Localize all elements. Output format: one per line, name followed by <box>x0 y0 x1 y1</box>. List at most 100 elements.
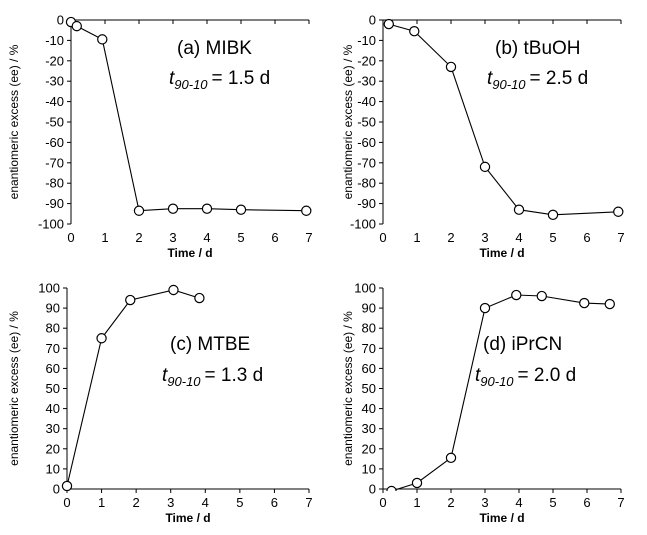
y-tick-label: 80 <box>46 321 60 336</box>
y-tick-label: 40 <box>362 401 376 416</box>
t-value: = 1.5 d <box>212 68 271 89</box>
x-tick-label: 0 <box>379 230 386 245</box>
t-value: = 1.3 d <box>205 365 264 386</box>
x-tick-label: 1 <box>101 230 108 245</box>
x-tick-label: 1 <box>413 230 420 245</box>
data-point <box>511 289 522 301</box>
y-tick-label: 0 <box>53 482 60 497</box>
y-tick-label: -80 <box>357 176 376 191</box>
t90-annotation: t90-10 = 2.5 d <box>487 68 588 92</box>
x-tick-label: 2 <box>135 230 142 245</box>
y-axis-title: enantiomeric excess (ee) / % <box>341 44 355 199</box>
y-tick-label: 70 <box>362 341 376 356</box>
y-tick-label: 40 <box>46 401 60 416</box>
data-point <box>383 18 394 30</box>
x-tick-label: 7 <box>305 495 312 510</box>
y-tick-label: -80 <box>45 176 64 191</box>
x-tick-label: 6 <box>271 230 278 245</box>
x-tick-label: 6 <box>583 230 590 245</box>
y-tick-label: 0 <box>369 482 376 497</box>
x-tick-label: 6 <box>583 495 590 510</box>
y-tick-label: -90 <box>45 196 64 211</box>
x-axis-title: Time / d <box>167 246 212 260</box>
y-tick-label: 10 <box>46 461 60 476</box>
t-value: = 2.0 d <box>518 365 577 386</box>
t-subscript: 90-10 <box>167 374 201 389</box>
data-point <box>536 290 547 302</box>
t-subscript: 90-10 <box>492 77 526 92</box>
y-tick-label: 90 <box>46 301 60 316</box>
y-tick-label: -60 <box>357 135 376 150</box>
t-subscript: 90-10 <box>480 374 514 389</box>
y-tick-label: 50 <box>362 381 376 396</box>
x-tick-label: 6 <box>271 495 278 510</box>
data-point <box>61 480 73 491</box>
data-point <box>513 204 525 215</box>
y-tick-label: -70 <box>357 155 376 170</box>
x-tick-label: 5 <box>237 230 244 245</box>
panel-label: (a) MIBK <box>177 38 252 59</box>
data-point <box>201 203 213 214</box>
x-tick-label: 5 <box>236 495 243 510</box>
x-tick-label: 4 <box>202 495 209 510</box>
t-subscript: 90-10 <box>174 77 208 92</box>
data-point <box>386 485 397 491</box>
y-axis-title: enantiomeric excess (ee) / % <box>7 311 21 466</box>
x-tick-label: 7 <box>305 230 312 245</box>
data-point <box>235 204 247 215</box>
x-tick-label: 2 <box>447 495 454 510</box>
data-point <box>168 284 179 296</box>
y-tick-label: 0 <box>369 13 376 28</box>
panel-label: (c) MTBE <box>170 334 250 355</box>
panel-label: (b) tBuOH <box>495 38 581 59</box>
y-tick-label: -20 <box>357 53 376 68</box>
y-tick-label: -20 <box>45 53 64 68</box>
data-point <box>445 452 457 464</box>
data-point <box>125 294 136 306</box>
t-value: = 2.5 d <box>530 68 589 89</box>
x-tick-label: 2 <box>447 230 454 245</box>
t90-annotation: t90-10 = 1.3 d <box>162 365 263 389</box>
data-point <box>409 26 420 37</box>
data-point <box>97 34 108 45</box>
y-tick-label: 70 <box>46 341 60 356</box>
panel-3: 0 10 20 30 40 50 60 70 80 90 100 0 1 2 3 4 5 6 7 Time / d en… <box>7 281 313 526</box>
y-tick-label: 80 <box>362 321 376 336</box>
series-line <box>391 294 610 491</box>
data-point <box>547 209 559 221</box>
x-tick-label: 0 <box>379 495 386 510</box>
x-tick-label: 0 <box>63 495 70 510</box>
t90-annotation: t90-10 = 2.0 d <box>475 365 576 389</box>
x-tick-label: 3 <box>481 495 488 510</box>
y-tick-label: -30 <box>357 74 376 89</box>
y-tick-label: -100 <box>350 217 376 232</box>
y-tick-label: 0 <box>57 13 64 28</box>
panel-4: 0 10 20 30 40 50 60 70 80 90 100 0 1 2 3 4 5 6 7 Time / d en… <box>341 281 625 526</box>
x-tick-label: 0 <box>67 230 74 245</box>
data-point <box>411 477 423 489</box>
y-tick-label: -40 <box>357 94 376 109</box>
y-tick-label: -40 <box>45 94 64 109</box>
panel-label: (d) iPrCN <box>483 334 562 355</box>
t-symbol: t <box>162 365 168 386</box>
x-tick-label: 2 <box>133 495 140 510</box>
data-point <box>613 206 624 217</box>
x-tick-label: 1 <box>98 495 105 510</box>
t-symbol: t <box>169 68 175 89</box>
y-tick-label: -10 <box>45 33 64 48</box>
x-tick-label: 3 <box>167 495 174 510</box>
data-point <box>479 161 491 173</box>
y-tick-label: -100 <box>38 217 64 232</box>
y-tick-label: 20 <box>46 441 60 456</box>
y-tick-label: 60 <box>46 361 60 376</box>
t-symbol: t <box>475 365 481 386</box>
x-tick-label: 4 <box>515 495 522 510</box>
x-axis-title: Time / d <box>165 511 210 525</box>
y-tick-label: 30 <box>46 421 60 436</box>
x-tick-label: 7 <box>617 230 624 245</box>
x-tick-label: 4 <box>515 230 522 245</box>
x-tick-label: 5 <box>549 230 556 245</box>
data-point <box>71 20 82 32</box>
